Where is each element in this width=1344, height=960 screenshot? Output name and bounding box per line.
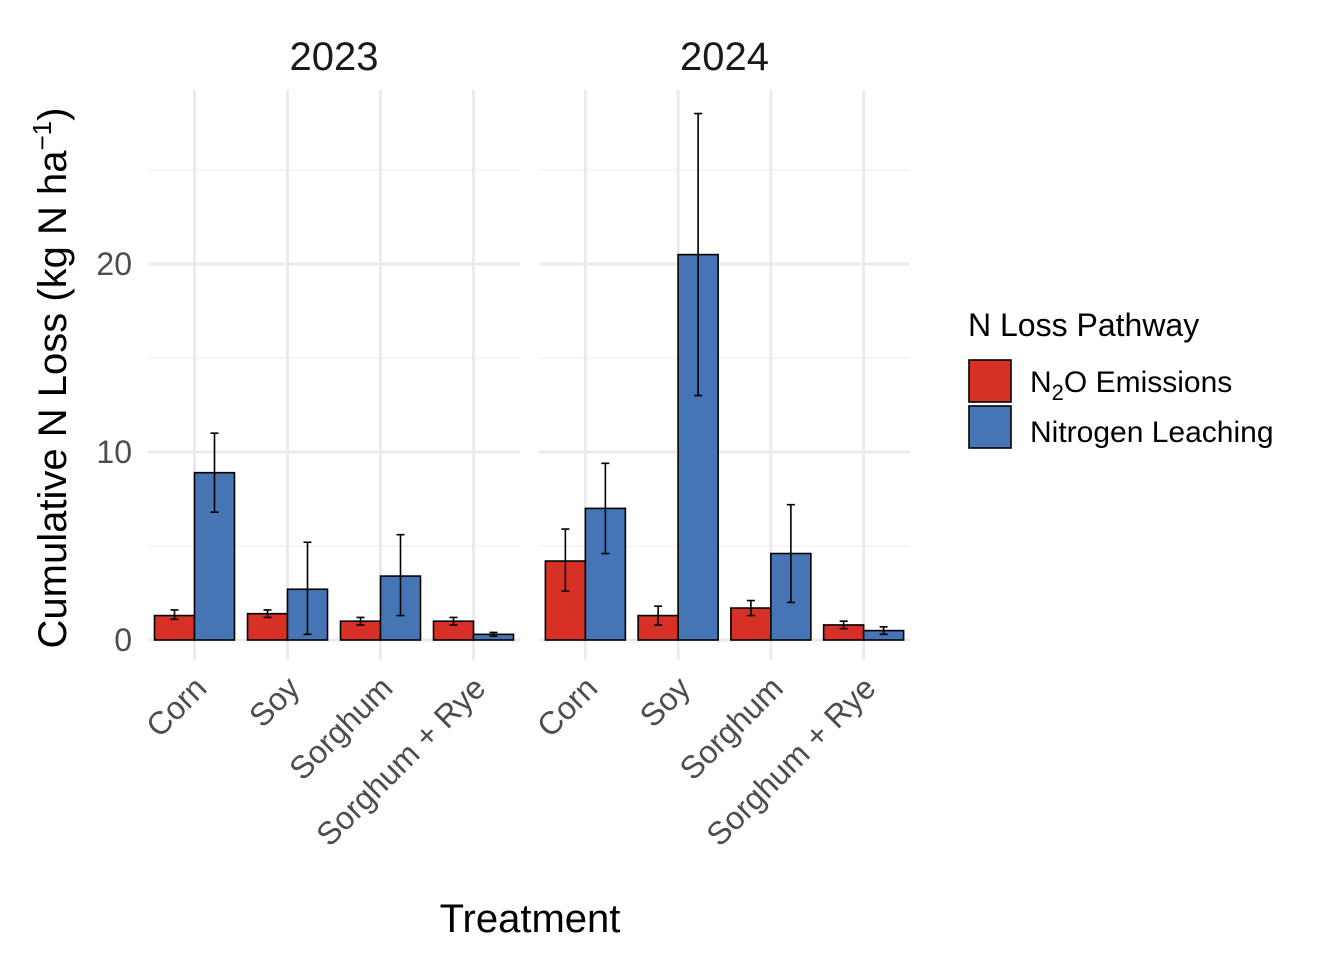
y-axis-title-main: Cumulative N Loss (kg N ha bbox=[31, 150, 75, 649]
error-bar-2023-corn-nitrogen-leaching bbox=[210, 432, 219, 513]
error-bar-2023-corn-n2o-emissions bbox=[170, 609, 179, 621]
x-tick-label-2023-sorghum-rye: Sorghum + Rye bbox=[309, 669, 492, 852]
legend-label-n2o-subscript: 2 bbox=[1052, 380, 1064, 405]
y-axis-title-close: ) bbox=[31, 108, 75, 121]
legend-label-n2o-part1: N bbox=[1030, 366, 1052, 399]
error-bar-2023-sorghum-n2o-emissions bbox=[356, 616, 365, 626]
legend-title: N Loss Pathway bbox=[968, 307, 1199, 343]
y-tick-label-0: 0 bbox=[114, 622, 132, 658]
error-bar-2023-soy-n2o-emissions bbox=[263, 609, 272, 619]
legend: N Loss Pathway N2O Emissions Nitrogen Le… bbox=[968, 307, 1274, 449]
legend-label-nitrogen-leaching: Nitrogen Leaching bbox=[1030, 416, 1274, 449]
panel-title-2024: 2024 bbox=[680, 35, 769, 79]
error-bar-2024-corn-n2o-emissions bbox=[561, 528, 570, 592]
y-tick-label-20: 20 bbox=[96, 246, 132, 282]
error-bar-2024-sorghum-n2o-emissions bbox=[746, 599, 755, 617]
legend-label-leaching-text: Nitrogen Leaching bbox=[1030, 416, 1274, 449]
x-tick-label-2023-soy: Soy bbox=[242, 669, 306, 733]
legend-swatch-n2o-emissions bbox=[968, 359, 1012, 403]
legend-swatch-nitrogen-leaching bbox=[968, 405, 1012, 449]
error-bar-2023-sorghum-nitrogen-leaching bbox=[396, 533, 405, 617]
error-bar-2024-soy-nitrogen-leaching bbox=[694, 112, 703, 397]
x-tick-label-2024-corn: Corn bbox=[530, 669, 605, 744]
y-axis-title-superscript: −1 bbox=[27, 121, 57, 151]
x-tick-label-2024-sorghum-rye: Sorghum + Rye bbox=[699, 669, 882, 852]
legend-label-n2o-emissions: N2O Emissions bbox=[1030, 366, 1232, 405]
panel-title-2023: 2023 bbox=[290, 35, 379, 79]
legend-label-n2o-part2: O Emissions bbox=[1064, 366, 1232, 399]
error-bar-2023-sorghum-rye-n2o-emissions bbox=[449, 616, 458, 626]
x-tick-label-2023-corn: Corn bbox=[139, 669, 214, 744]
error-bar-2024-sorghum-nitrogen-leaching bbox=[786, 503, 795, 604]
x-axis-title: Treatment bbox=[440, 897, 621, 941]
error-bar-2023-soy-nitrogen-leaching bbox=[303, 541, 312, 636]
error-bar-2024-corn-nitrogen-leaching bbox=[601, 462, 610, 555]
error-bar-2024-sorghum-rye-nitrogen-leaching bbox=[879, 626, 888, 636]
y-axis-title: Cumulative N Loss (kg N ha−1) bbox=[27, 108, 75, 649]
error-bar-layer bbox=[170, 112, 888, 638]
error-bar-2023-sorghum-rye-nitrogen-leaching bbox=[489, 631, 498, 638]
y-tick-label-10: 10 bbox=[96, 434, 132, 470]
error-bar-2024-soy-n2o-emissions bbox=[654, 605, 663, 626]
error-bar-2024-sorghum-rye-n2o-emissions bbox=[839, 620, 848, 630]
x-tick-label-2024-soy: Soy bbox=[633, 669, 697, 733]
